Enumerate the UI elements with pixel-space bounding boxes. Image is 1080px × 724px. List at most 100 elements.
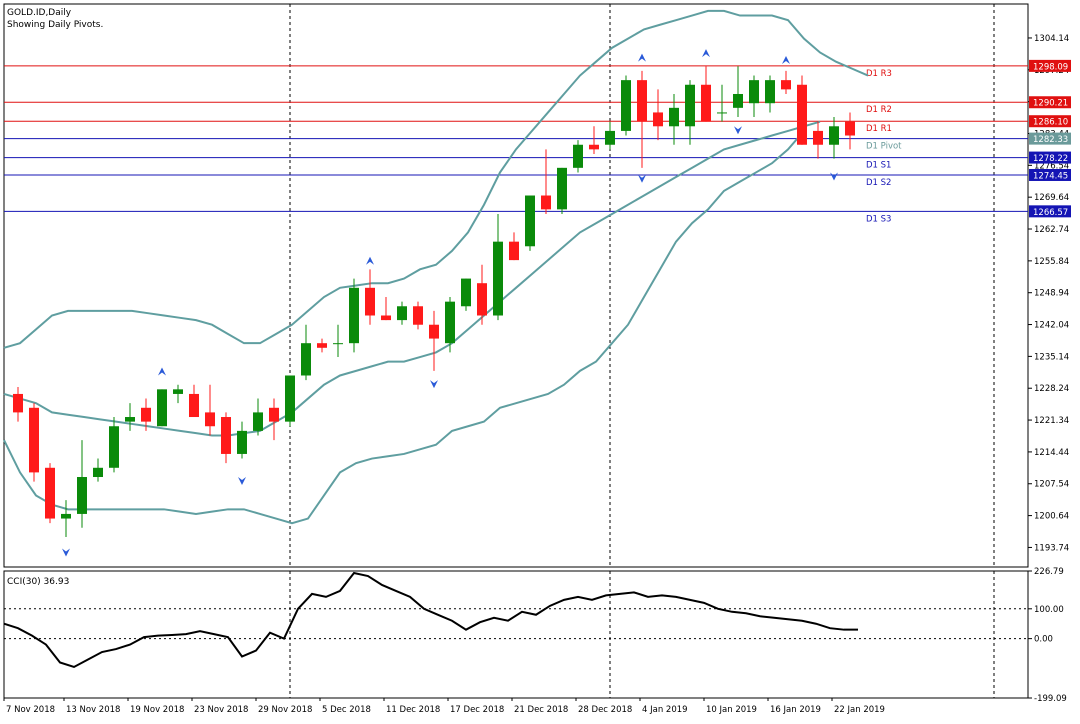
candle [413, 301, 423, 330]
candle [333, 324, 343, 358]
time-tick-label: 7 Nov 2018 [6, 705, 55, 715]
pivot-name-label: D1 R2 [866, 105, 892, 115]
candle [381, 297, 391, 321]
candle [157, 389, 167, 427]
fractal-up-marker [638, 53, 646, 62]
candle [109, 417, 119, 473]
candle [461, 278, 471, 311]
candle [685, 80, 695, 145]
candle-body [813, 130, 823, 145]
time-tick-label: 22 Jan 2019 [834, 705, 885, 715]
candle-body [749, 80, 759, 104]
price-tick-label: 1214.44 [1034, 448, 1069, 458]
price-tick-label: 1235.14 [1034, 352, 1069, 362]
pivot-value-bg [1029, 59, 1071, 72]
time-tick-label: 4 Jan 2019 [642, 705, 688, 715]
price-tick-label: 1221.34 [1034, 416, 1069, 426]
pivot-value-text: 1298.09 [1033, 62, 1068, 72]
candle-body [269, 407, 279, 422]
candle-body [525, 195, 535, 247]
time-tick-label: 5 Dec 2018 [322, 705, 371, 715]
candle [573, 140, 583, 173]
candle-body [13, 393, 23, 413]
time-tick-label: 29 Nov 2018 [258, 705, 312, 715]
candle-body [29, 407, 39, 473]
fractal-down-marker [638, 174, 646, 183]
candle-body [157, 389, 167, 427]
candle [141, 398, 151, 431]
time-tick-label: 16 Jan 2019 [770, 705, 821, 715]
pivot-name-label: D1 R1 [866, 124, 892, 134]
pivot-value-box: 1282.33 [1029, 132, 1071, 145]
candle-body [509, 241, 519, 261]
pivot-name-label: D1 S2 [866, 178, 891, 188]
candle-body [557, 167, 567, 210]
candle [285, 375, 295, 427]
pivot-value-text: 1274.45 [1033, 171, 1068, 181]
pivot-value-box: 1278.22 [1029, 151, 1071, 164]
candle [749, 75, 759, 118]
candle-body [365, 287, 375, 316]
candle-body [141, 407, 151, 422]
price-tick-label: 1193.74 [1034, 543, 1069, 553]
candle [173, 384, 183, 404]
pivot-value-box: 1286.10 [1029, 115, 1071, 128]
candle [525, 195, 535, 251]
candle-body [317, 343, 327, 348]
fractal-markers [62, 49, 838, 557]
candle-body [397, 306, 407, 321]
middle-band-line [3, 120, 821, 437]
pivot-name-label: D1 S3 [866, 214, 891, 224]
time-axis: 7 Nov 2018 13 Nov 2018 19 Nov 2018 23 Nov 2… [3, 698, 885, 715]
pivot-value-bg [1029, 205, 1071, 218]
candle-body [301, 343, 311, 376]
fractal-up-marker [158, 367, 166, 376]
pivot-name-label: D1 S1 [866, 161, 891, 171]
candle-body [653, 112, 663, 127]
candle [829, 117, 839, 159]
candle-body [637, 80, 647, 122]
candle-body [845, 121, 855, 136]
candle [13, 387, 23, 422]
price-tick-label: 1269.64 [1034, 193, 1069, 203]
candlesticks [13, 66, 855, 538]
candle [397, 301, 407, 325]
fractal-down-marker [238, 477, 246, 486]
candle-body [829, 126, 839, 145]
candle-body [685, 84, 695, 127]
pivot-value-bg [1029, 132, 1071, 145]
upper-band-line [3, 9, 869, 349]
candle-body [285, 375, 295, 422]
price-tick-label: 1248.94 [1034, 289, 1069, 299]
bollinger-bands [3, 9, 869, 525]
candle-body [461, 278, 471, 307]
candle [253, 398, 263, 436]
time-tick-label: 28 Dec 2018 [578, 705, 632, 715]
price-tick-label: 1262.74 [1034, 225, 1069, 235]
time-tick-label: 19 Nov 2018 [130, 705, 184, 715]
candle-body [573, 144, 583, 168]
time-tick-label: 13 Nov 2018 [66, 705, 120, 715]
candle [605, 121, 615, 150]
time-tick-label: 10 Jan 2019 [706, 705, 757, 715]
pivot-value-box: 1266.57 [1029, 205, 1071, 218]
candle [781, 70, 791, 94]
candle-body [253, 412, 263, 431]
candle [445, 297, 455, 353]
candle-body [333, 343, 343, 345]
candle [797, 75, 807, 145]
candle-body [77, 477, 87, 514]
price-tick-label: 1207.54 [1034, 480, 1069, 490]
candle-body [589, 144, 599, 150]
fractal-down-marker [734, 126, 742, 135]
period-separators [289, 4, 995, 698]
price-tick-label: 1228.24 [1034, 384, 1069, 394]
candle [557, 167, 567, 214]
pivot-value-bg [1029, 96, 1071, 109]
pivot-value-text: 1282.33 [1033, 135, 1068, 145]
fractal-down-marker [830, 172, 838, 181]
candle-body [669, 107, 679, 127]
candle-body [733, 93, 743, 108]
candle-body [477, 283, 487, 316]
